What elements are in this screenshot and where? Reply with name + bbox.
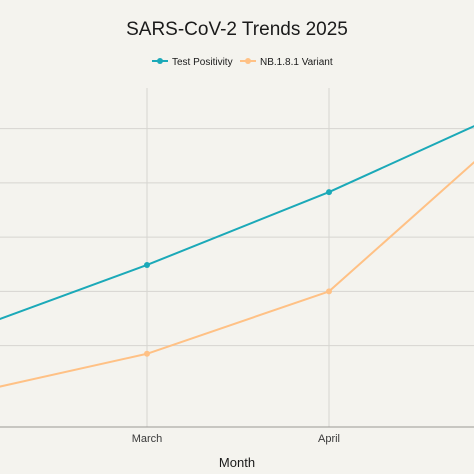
legend-label: NB.1.8.1 Variant bbox=[260, 57, 333, 68]
legend-item[interactable]: Test Positivity bbox=[152, 57, 233, 68]
x-axis-ticks: March April bbox=[132, 433, 340, 445]
data-point bbox=[144, 261, 150, 268]
gridlines bbox=[0, 88, 474, 428]
data-point bbox=[144, 350, 150, 357]
data-point bbox=[326, 288, 332, 295]
legend: Test Positivity NB.1.8.1 Variant bbox=[152, 57, 333, 68]
legend-swatch-marker bbox=[157, 58, 163, 64]
legend-item[interactable]: NB.1.8.1 Variant bbox=[240, 57, 333, 68]
chart-title: SARS-CoV-2 Trends 2025 bbox=[126, 19, 348, 40]
series-layer bbox=[0, 125, 474, 388]
x-tick-label: March bbox=[132, 433, 163, 445]
data-point bbox=[326, 189, 332, 196]
x-axis-label: Month bbox=[219, 455, 255, 470]
series-line-nb181-variant bbox=[0, 160, 474, 388]
series-line-test-positivity bbox=[0, 125, 474, 320]
legend-swatch-marker bbox=[245, 58, 251, 64]
x-tick-label: April bbox=[318, 433, 340, 445]
legend-label: Test Positivity bbox=[172, 57, 233, 68]
